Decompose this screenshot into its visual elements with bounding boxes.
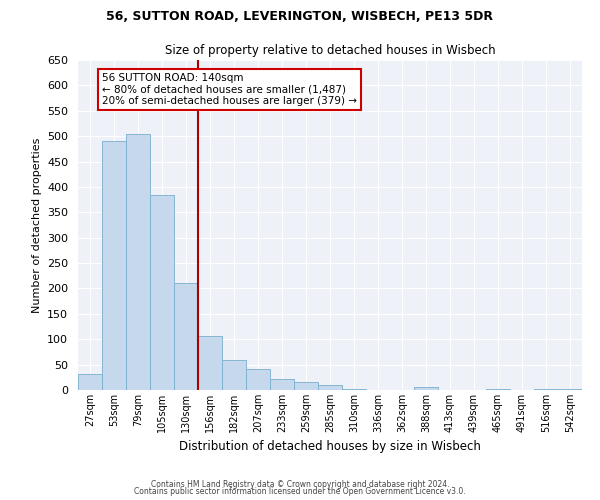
Bar [342, 389, 366, 390]
Bar [486, 389, 510, 390]
Bar [318, 385, 342, 390]
Bar [198, 336, 222, 390]
Bar [174, 284, 198, 390]
Text: 56 SUTTON ROAD: 140sqm
← 80% of detached houses are smaller (1,487)
20% of semi-: 56 SUTTON ROAD: 140sqm ← 80% of detached… [102, 72, 357, 106]
Bar [150, 194, 174, 390]
Bar [102, 141, 126, 390]
Bar [294, 382, 318, 390]
Y-axis label: Number of detached properties: Number of detached properties [32, 138, 41, 312]
Bar [534, 389, 558, 390]
Bar [270, 379, 294, 390]
Bar [126, 134, 150, 390]
Bar [414, 388, 438, 390]
Bar [558, 389, 582, 390]
X-axis label: Distribution of detached houses by size in Wisbech: Distribution of detached houses by size … [179, 440, 481, 454]
Text: Contains public sector information licensed under the Open Government Licence v3: Contains public sector information licen… [134, 487, 466, 496]
Title: Size of property relative to detached houses in Wisbech: Size of property relative to detached ho… [164, 44, 496, 58]
Bar [78, 374, 102, 390]
Bar [246, 368, 270, 390]
Text: 56, SUTTON ROAD, LEVERINGTON, WISBECH, PE13 5DR: 56, SUTTON ROAD, LEVERINGTON, WISBECH, P… [107, 10, 493, 23]
Bar [222, 360, 246, 390]
Text: Contains HM Land Registry data © Crown copyright and database right 2024.: Contains HM Land Registry data © Crown c… [151, 480, 449, 489]
